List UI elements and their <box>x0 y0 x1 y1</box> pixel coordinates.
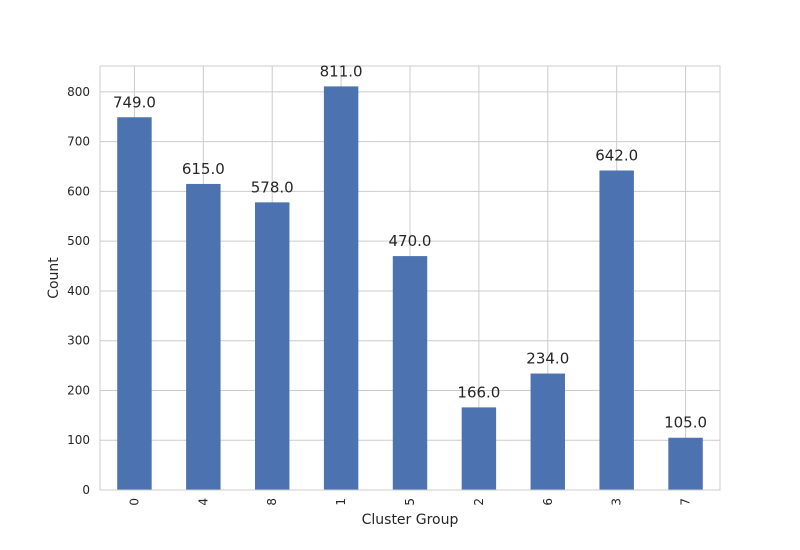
data-label: 578.0 <box>251 178 294 196</box>
x-tick-label: 0 <box>127 498 141 506</box>
bar <box>117 117 152 491</box>
y-axis-label: Count <box>46 257 62 299</box>
data-label: 166.0 <box>457 383 500 401</box>
bar <box>668 437 703 490</box>
y-tick-label: 0 <box>82 483 90 497</box>
x-tick-label: 1 <box>334 498 348 506</box>
x-tick-label: 3 <box>610 498 624 506</box>
y-tick-label: 700 <box>67 135 90 149</box>
y-tick-label: 100 <box>67 433 90 447</box>
data-label: 470.0 <box>389 232 432 250</box>
bar <box>255 202 290 490</box>
data-labels: 749.0 615.0 578.0 811.0 470.0 166.0 234.0 642.0… <box>113 62 707 431</box>
x-tick-label: 4 <box>196 498 210 506</box>
data-label: 615.0 <box>182 160 225 178</box>
bar <box>461 407 497 490</box>
x-tick-label: 7 <box>679 498 693 506</box>
y-tick-label: 300 <box>67 334 90 348</box>
y-axis-ticks: 0 100 200 300 400 500 600 700 800 <box>67 85 90 497</box>
bar <box>186 183 221 490</box>
y-tick-label: 800 <box>67 85 90 99</box>
bar <box>530 373 565 490</box>
bar <box>392 256 428 490</box>
plot-frame <box>99 65 721 491</box>
x-tick-label: 8 <box>265 498 279 506</box>
bar <box>599 170 634 490</box>
x-tick-label: 6 <box>541 498 555 506</box>
bar <box>323 86 359 491</box>
x-axis-label: Cluster Group <box>362 512 459 528</box>
x-axis-ticks: 0 4 8 1 5 2 6 3 7 <box>127 498 692 506</box>
data-label: 234.0 <box>526 350 569 368</box>
data-label: 811.0 <box>320 62 363 80</box>
data-label: 749.0 <box>113 93 156 111</box>
bars <box>117 86 703 491</box>
y-tick-label: 400 <box>67 284 90 298</box>
x-tick-label: 5 <box>403 498 417 506</box>
y-tick-label: 600 <box>67 184 90 198</box>
x-tick-label: 2 <box>472 498 486 506</box>
data-label: 105.0 <box>664 414 707 432</box>
y-tick-label: 500 <box>67 234 90 248</box>
y-tick-label: 200 <box>67 383 90 397</box>
data-label: 642.0 <box>595 147 638 165</box>
